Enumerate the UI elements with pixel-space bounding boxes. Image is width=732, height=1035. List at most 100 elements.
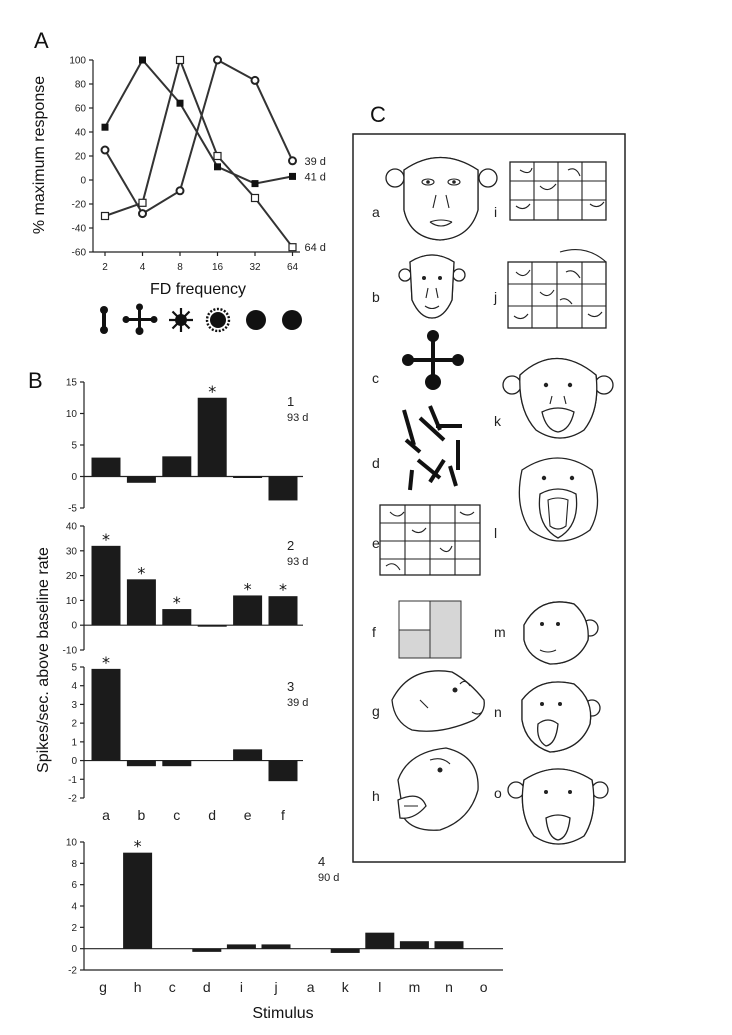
panel-a-xtick-label: 4: [140, 262, 146, 273]
panel-b3-ytick-label: -1: [68, 775, 77, 786]
panel-b4-ytick-label: 10: [66, 838, 78, 849]
panel-b2-ytick-label: 40: [66, 522, 78, 533]
stimulus-label-o: o: [494, 785, 502, 801]
panel-b4-category-label: c: [169, 979, 176, 995]
panel-b2-ytick-label: 30: [66, 546, 78, 557]
stimulus-label-b: b: [372, 289, 380, 305]
series-3-point: [138, 198, 147, 207]
fd-shape-4-icon: [122, 303, 158, 335]
stimulus-label-i: i: [494, 204, 497, 220]
stimulus-label-h: h: [372, 788, 380, 804]
panel-b4-ytick-label: 2: [71, 923, 77, 934]
fd-shape-8-icon: [169, 308, 193, 332]
panel-b-xlabel: Stimulus: [252, 1005, 313, 1022]
stimulus-f-quadrants-icon: [398, 600, 462, 659]
panel-b4-category-label: d: [203, 979, 211, 995]
panel-b3-bar: [233, 749, 263, 761]
stimulus-label-e: e: [372, 535, 380, 551]
panel-b4-bar: [192, 948, 222, 952]
panel-b3-bar: [91, 668, 121, 761]
panel-b3-category-label: a: [102, 807, 110, 823]
series-1-point: [100, 145, 110, 155]
panel-b2-bar: [233, 595, 263, 626]
stimulus-b-face-icon: [398, 254, 466, 319]
panel-b1-ytick-label: 15: [66, 378, 78, 389]
panel-a-ytick-label: -20: [72, 200, 87, 211]
stimulus-label-k: k: [494, 413, 502, 429]
series-3-point: [100, 211, 110, 221]
series-1-point: [138, 209, 147, 219]
stimulus-e-scrambled-face-icon: [379, 504, 481, 576]
panel-b1-bar: [197, 397, 227, 477]
stimulus-h-open-mouth-profile-icon: [397, 747, 479, 831]
series-3-label: 64 d: [305, 242, 326, 254]
panel-b3-category-label: d: [208, 807, 216, 823]
panel-b4-category-label: o: [480, 979, 488, 995]
panel-b4-category-label: g: [99, 979, 107, 995]
panel-b3-ytick-label: 1: [71, 737, 77, 748]
panel-a-ytick-label: 0: [80, 176, 86, 187]
panel-a-ylabel: % maximum response: [31, 76, 48, 234]
panel-b3-bar: [126, 760, 156, 767]
panel-b4-bar: [330, 948, 360, 953]
series-2-point: [139, 56, 146, 64]
series-1-label: 39 d: [305, 156, 326, 168]
stimulus-l-screaming-face-icon: [518, 457, 599, 542]
panel-a-xtick-label: 64: [287, 262, 299, 273]
panel-a-xtick-label: 8: [177, 262, 183, 273]
panel-b4-category-label: n: [445, 979, 453, 995]
series-2-point: [176, 99, 184, 107]
stimulus-g-profile-face-icon: [391, 670, 485, 732]
series-1-point: [288, 156, 297, 166]
panel-b3-category-label: b: [138, 807, 146, 823]
panel-b4-bar: [226, 944, 256, 949]
panel-b4-bar: [123, 852, 153, 949]
panel-b1-significance-star: *: [208, 382, 216, 401]
panel-b1-ytick-label: 5: [71, 441, 77, 452]
panel-a-xlabel: FD frequency: [150, 281, 246, 298]
panel-b2-bar: [268, 596, 298, 626]
panel-b4-ytick-label: 4: [71, 902, 77, 913]
panel-c-frame: [352, 133, 626, 863]
series-1-point: [175, 186, 185, 196]
panel-b3-age: 39 d: [287, 697, 308, 709]
panel-b4-age: 90 d: [318, 872, 339, 884]
panel-b2-significance-star: *: [137, 563, 145, 582]
panel-b4-ytick-label: 0: [71, 944, 77, 955]
panel-b-ylabel: Spikes/sec. above baseline rate: [35, 547, 52, 773]
panel-b3-bar: [268, 760, 298, 782]
series-2-label: 41 d: [305, 171, 326, 183]
panel-b4-bar: [434, 941, 464, 949]
panel-b3-category-label: e: [244, 807, 252, 823]
panel-b3-ytick-label: 4: [71, 681, 77, 692]
stimulus-label-c: c: [372, 370, 379, 386]
panel-b3-ytick-label: 2: [71, 719, 77, 730]
panel-b4-category-label: m: [409, 979, 421, 995]
stimulus-m-face-icon: [523, 601, 599, 665]
panel-a-xtick-label: 32: [249, 262, 261, 273]
panel-b4-category-label: a: [307, 979, 315, 995]
panel-b1-ytick-label: 10: [66, 409, 78, 420]
panel-letter-c: C: [370, 102, 386, 127]
panel-b1-bar: [268, 476, 298, 501]
panel-a-ytick-label: 80: [75, 80, 87, 91]
panel-b4-category-label: i: [240, 979, 243, 995]
panel-b2-age: 93 d: [287, 556, 308, 568]
panel-b1-bar: [91, 457, 121, 477]
panel-a-line-chart: -60 -40 -20 0 20 40 60 80 100 2 4 8 16 32 64 39 d 41 d 64…: [69, 55, 326, 273]
panel-b2-number: 2: [287, 538, 294, 553]
panel-b2-significance-star: *: [102, 530, 110, 549]
panel-b2-ytick-label: -10: [63, 646, 78, 657]
stimulus-o-tongue-face-icon: [507, 768, 609, 845]
panel-a-ytick-label: 60: [75, 104, 87, 115]
panel-b4-bar: [399, 941, 429, 949]
panel-b3-ytick-label: -2: [68, 794, 77, 805]
panel-b4-number: 4: [318, 854, 325, 869]
panel-b2-ytick-label: 20: [66, 571, 78, 582]
panel-b2-bar: [126, 579, 156, 626]
series-line-3: [104, 56, 294, 248]
panel-letter-b: B: [28, 368, 43, 393]
panel-b4-significance-star: *: [134, 837, 142, 856]
panel-b4-ytick-label: 6: [71, 880, 77, 891]
